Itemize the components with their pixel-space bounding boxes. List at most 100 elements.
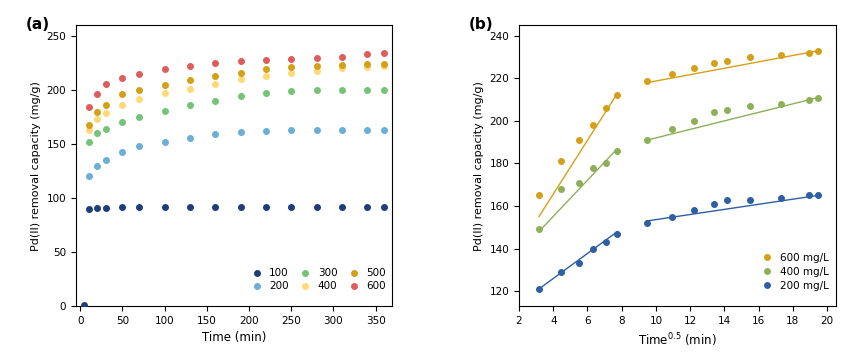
Point: [743, 103, 756, 109]
Point: [533, 226, 546, 232]
Point: [775, 101, 788, 107]
400: [310, 68, 323, 73]
500: [99, 102, 112, 108]
300: [234, 94, 247, 99]
600: [377, 50, 391, 56]
Point: [533, 193, 546, 198]
Point: [665, 214, 679, 220]
200: [234, 129, 247, 135]
500: [133, 87, 146, 93]
Point: [641, 137, 654, 143]
300: [284, 88, 298, 94]
100: [335, 204, 349, 210]
300: [99, 126, 112, 132]
200: [183, 135, 197, 140]
Point: [707, 201, 721, 207]
200: [99, 157, 112, 163]
300: [360, 87, 374, 93]
400: [116, 102, 129, 108]
200: [208, 131, 222, 137]
500: [335, 62, 349, 68]
200: [158, 139, 171, 145]
600: [234, 58, 247, 64]
400: [360, 64, 374, 70]
100: [234, 204, 247, 210]
200: [377, 127, 391, 133]
100: [116, 204, 129, 210]
Text: (a): (a): [25, 17, 50, 32]
600: [158, 67, 171, 72]
Point: [533, 286, 546, 292]
400: [208, 81, 222, 86]
300: [183, 102, 197, 108]
500: [208, 73, 222, 79]
500: [377, 61, 391, 67]
600: [183, 63, 197, 69]
200: [335, 127, 349, 133]
Point: [743, 197, 756, 203]
400: [183, 86, 197, 92]
Point: [641, 78, 654, 84]
Point: [641, 220, 654, 226]
200: [82, 174, 95, 179]
Point: [707, 60, 721, 66]
500: [183, 77, 197, 83]
300: [310, 87, 323, 93]
500: [82, 122, 95, 127]
300: [158, 108, 171, 113]
400: [259, 73, 273, 79]
500: [284, 64, 298, 70]
300: [116, 120, 129, 125]
X-axis label: Time$^{0.5}$ (min): Time$^{0.5}$ (min): [638, 331, 717, 349]
Point: [599, 105, 613, 111]
200: [360, 127, 374, 133]
300: [133, 114, 146, 120]
600: [310, 55, 323, 60]
400: [335, 66, 349, 71]
Point: [587, 122, 600, 128]
Text: (b): (b): [468, 17, 493, 32]
100: [310, 204, 323, 210]
Y-axis label: Pd(II) removal capacity (mg/g): Pd(II) removal capacity (mg/g): [474, 81, 484, 251]
200: [259, 128, 273, 134]
400: [234, 76, 247, 82]
400: [377, 63, 391, 69]
Point: [688, 65, 701, 71]
Point: [599, 239, 613, 245]
Point: [555, 158, 568, 164]
300: [335, 87, 349, 93]
100: [158, 204, 171, 210]
300: [90, 130, 104, 136]
Point: [720, 197, 733, 203]
Point: [587, 246, 600, 251]
400: [99, 110, 112, 116]
300: [377, 87, 391, 93]
Point: [803, 97, 816, 103]
300: [208, 98, 222, 104]
Point: [555, 269, 568, 275]
600: [284, 56, 298, 62]
Point: [775, 52, 788, 58]
Point: [803, 50, 816, 56]
Point: [688, 207, 701, 213]
X-axis label: Time (min): Time (min): [202, 331, 267, 344]
600: [90, 91, 104, 97]
500: [158, 82, 171, 87]
300: [259, 90, 273, 96]
Point: [812, 48, 825, 54]
100: [90, 205, 104, 211]
Point: [720, 58, 733, 64]
Legend: 600 mg/L, 400 mg/L, 200 mg/L: 600 mg/L, 400 mg/L, 200 mg/L: [752, 248, 834, 295]
Point: [665, 71, 679, 77]
Point: [611, 231, 625, 237]
600: [208, 60, 222, 66]
Point: [572, 180, 586, 185]
100: [259, 204, 273, 210]
Point: [812, 193, 825, 198]
500: [234, 70, 247, 76]
200: [116, 149, 129, 154]
100: [360, 204, 374, 210]
400: [90, 116, 104, 122]
500: [360, 61, 374, 67]
400: [158, 90, 171, 96]
